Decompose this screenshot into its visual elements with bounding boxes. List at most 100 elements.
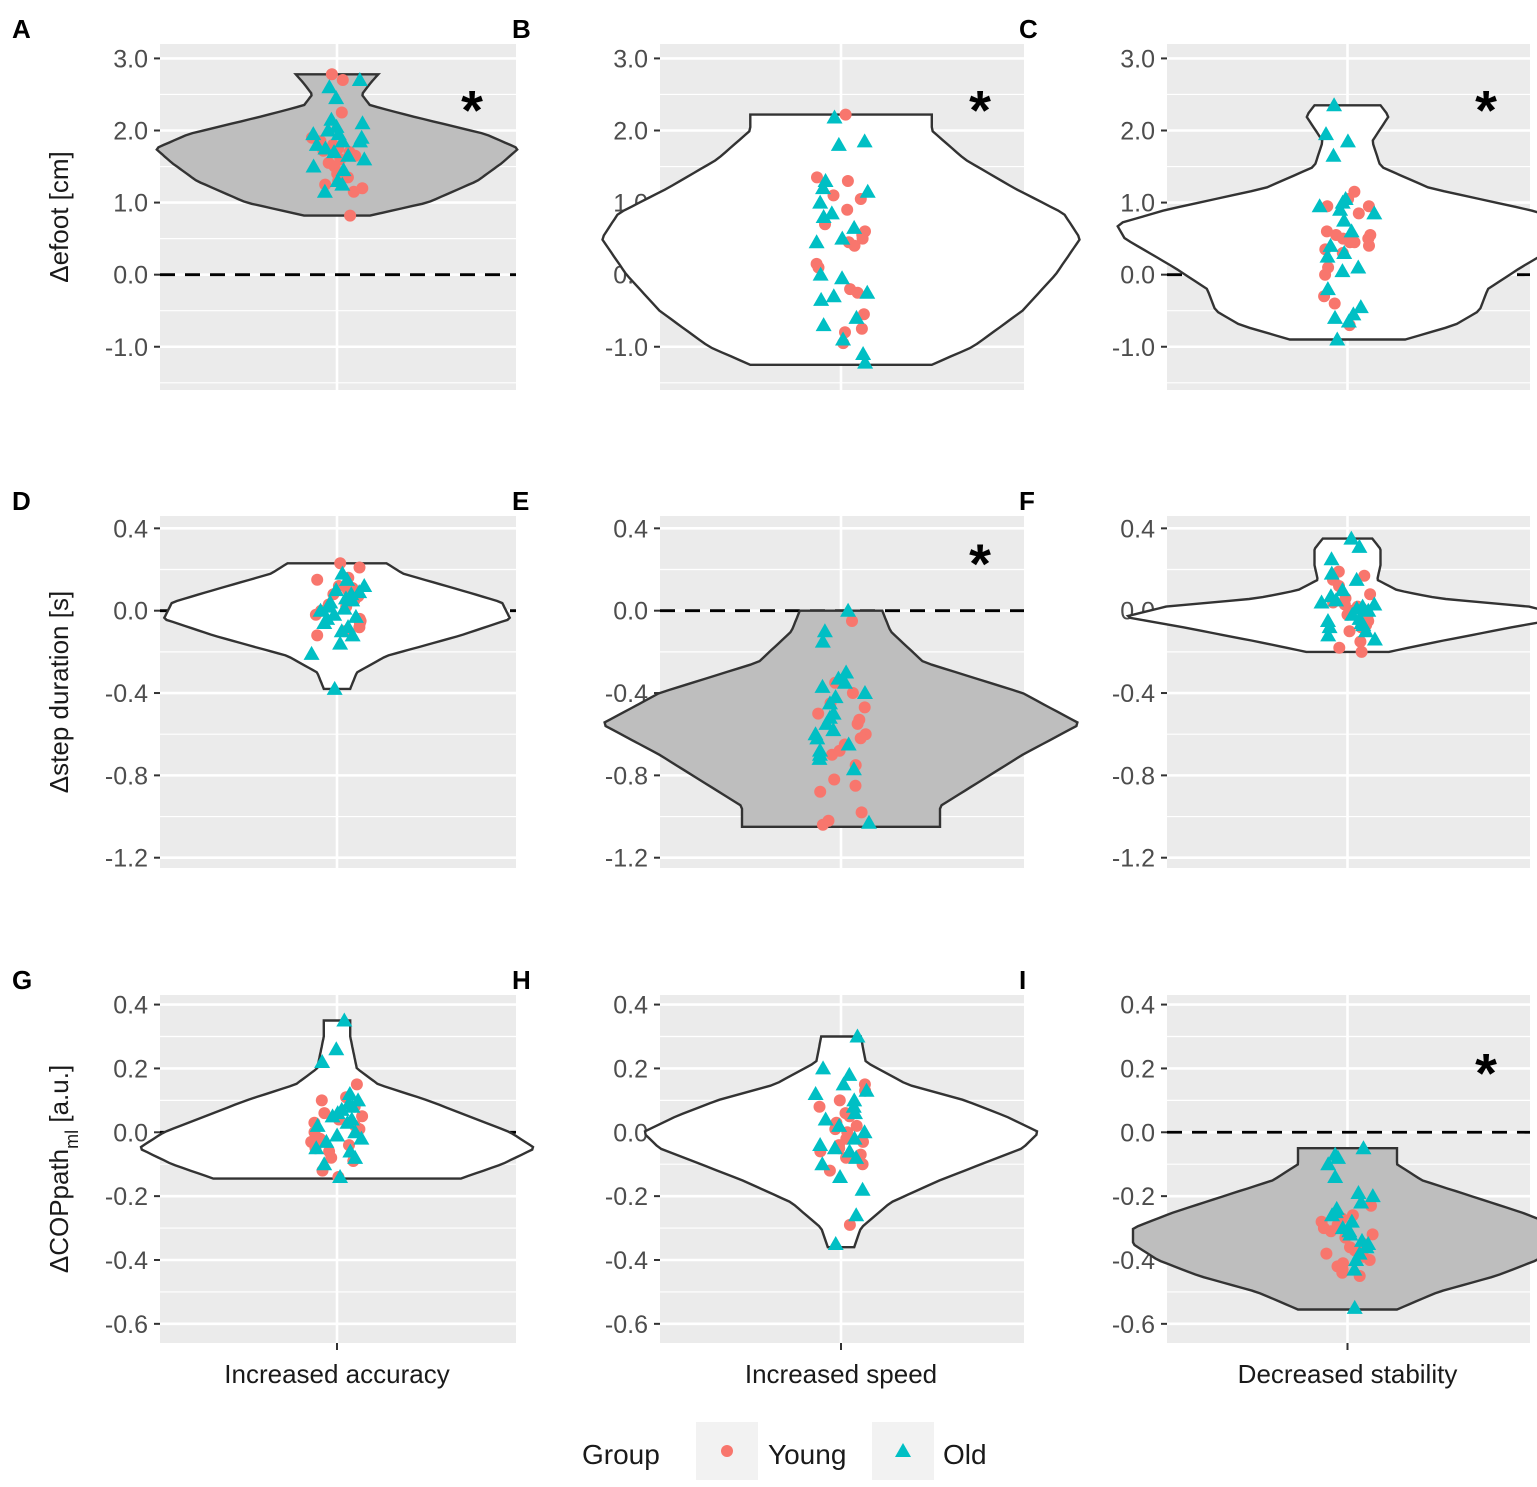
- point-young: [813, 1100, 826, 1113]
- point-old: [1313, 594, 1330, 609]
- y-tick-label: -0.4: [105, 680, 148, 708]
- y-tick-label: -0.6: [1112, 1311, 1155, 1339]
- legend-marker-young: [721, 1445, 733, 1457]
- point-young: [325, 68, 338, 81]
- point-young: [1320, 1247, 1333, 1260]
- point-old: [1364, 1188, 1381, 1203]
- point-old: [353, 129, 370, 144]
- point-old: [351, 584, 368, 599]
- point-old: [305, 158, 322, 173]
- x-axis-title: Increased speed: [745, 1359, 937, 1389]
- y-tick-label: 0.4: [613, 992, 648, 1020]
- y-tick-label: 1.0: [1120, 190, 1155, 218]
- violin-shape: [139, 1019, 535, 1180]
- point-young: [356, 182, 369, 195]
- point-old: [1322, 237, 1339, 252]
- point-old: [816, 623, 833, 638]
- point-young: [1354, 635, 1367, 648]
- x-axis-title: Decreased stability: [1238, 1359, 1458, 1389]
- point-young: [322, 156, 335, 169]
- point-young: [841, 175, 854, 187]
- y-tick-label: 0.4: [113, 515, 148, 543]
- point-young: [853, 713, 866, 726]
- point-old: [1336, 245, 1353, 260]
- point-young: [846, 615, 858, 627]
- point-young: [315, 1094, 328, 1107]
- y-tick-label: -1.2: [105, 845, 148, 873]
- y-tick-label: 0.4: [1120, 515, 1155, 543]
- point-old: [821, 695, 838, 710]
- y-tick-label: -1.2: [605, 845, 648, 873]
- y-tick-label: -0.8: [605, 762, 648, 790]
- y-tick-label: 2.0: [1120, 118, 1155, 146]
- point-old: [336, 1012, 353, 1027]
- point-old: [305, 126, 322, 141]
- panel-letter: A: [12, 14, 31, 44]
- y-tick-label: 0.0: [113, 262, 148, 290]
- y-tick-label: 2.0: [113, 118, 148, 146]
- point-old: [1341, 1223, 1358, 1238]
- point-old: [1320, 1156, 1337, 1171]
- point-old: [846, 1092, 863, 1107]
- point-old: [1360, 1236, 1377, 1251]
- point-young: [344, 209, 357, 222]
- point-old: [841, 1143, 858, 1158]
- point-old: [1360, 602, 1377, 617]
- point-old: [815, 317, 832, 332]
- point-young: [839, 108, 852, 121]
- point-old: [337, 590, 354, 605]
- point-old: [1346, 1261, 1363, 1276]
- point-old: [1339, 133, 1356, 148]
- point-old: [1348, 600, 1365, 615]
- point-old: [1350, 1184, 1367, 1199]
- y-tick-label: -0.2: [105, 1183, 148, 1211]
- point-young: [816, 818, 829, 831]
- y-tick-label: -1.0: [105, 334, 148, 362]
- point-old: [859, 183, 876, 198]
- point-old: [1329, 331, 1346, 346]
- point-old: [1346, 1299, 1363, 1314]
- point-young: [311, 573, 324, 586]
- panel-letter: C: [1019, 14, 1038, 44]
- legend-title: Group: [582, 1439, 660, 1470]
- point-old: [1311, 198, 1328, 213]
- y-tick-label: 2.0: [613, 118, 648, 146]
- panel-H: 0.4 0.2 0.0 -0.2 -0.4 -0.6 H Increased speed: [512, 965, 1039, 1389]
- point-old: [1343, 530, 1360, 545]
- point-old: [356, 151, 373, 166]
- point-old: [845, 1098, 862, 1113]
- point-old: [1348, 1251, 1365, 1266]
- y-tick-label: -0.8: [105, 762, 148, 790]
- point-old: [856, 133, 873, 148]
- point-old: [332, 635, 349, 650]
- point-young: [812, 707, 825, 720]
- point-old: [321, 79, 338, 94]
- y-tick-label: -0.6: [105, 1311, 148, 1339]
- point-old: [825, 288, 842, 303]
- point-old: [308, 1140, 325, 1155]
- point-old: [815, 209, 832, 223]
- panel-letter: H: [512, 965, 531, 995]
- point-old: [808, 234, 825, 249]
- point-young: [1344, 1241, 1356, 1254]
- point-old: [1330, 1149, 1347, 1164]
- y-axis-title: Δefoot [cm]: [44, 151, 74, 283]
- y-tick-label: 3.0: [1120, 45, 1155, 73]
- point-young: [1352, 207, 1365, 220]
- point-young: [849, 779, 862, 792]
- point-old: [823, 205, 840, 220]
- point-young: [1364, 229, 1377, 241]
- panel-letter: F: [1019, 486, 1035, 516]
- y-tick-label: 3.0: [613, 45, 648, 73]
- point-old: [814, 678, 831, 693]
- point-young: [350, 1078, 363, 1091]
- point-old: [826, 109, 843, 124]
- point-old: [340, 147, 357, 162]
- point-old: [807, 1085, 824, 1100]
- legend-label-old: Old: [943, 1439, 987, 1470]
- point-old: [814, 633, 831, 648]
- point-young: [855, 322, 868, 335]
- point-old: [848, 1149, 865, 1164]
- point-young: [1355, 645, 1368, 658]
- point-young: [336, 74, 349, 86]
